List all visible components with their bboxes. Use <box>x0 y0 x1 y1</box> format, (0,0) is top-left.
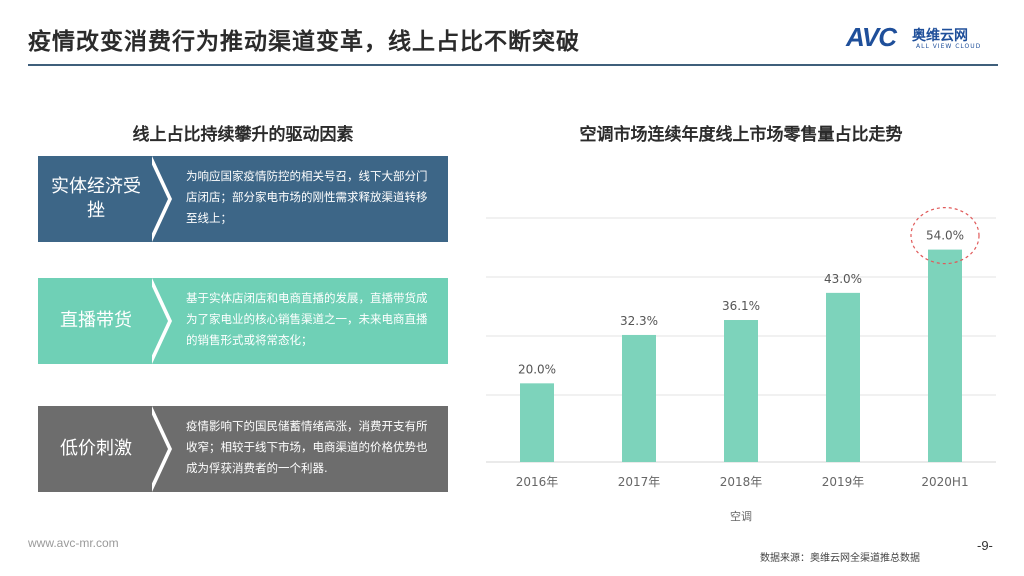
data-source-note: 数据来源：奥维云网全渠道推总数据 <box>760 553 920 564</box>
chevron-fill <box>148 156 168 242</box>
x-tick-label: 2017年 <box>618 475 661 489</box>
bar <box>724 320 758 462</box>
footer-url: www.avc-mr.com <box>28 536 119 550</box>
x-tick-label: 2019年 <box>822 475 865 489</box>
bar <box>826 292 860 462</box>
driver-card-text: 疫情影响下的国民储蓄情绪高涨，消费开支有所收窄；相较于线下市场，电商渠道的价格优… <box>186 419 428 475</box>
highlight-circle <box>910 206 980 265</box>
driver-card-label: 直播带货 <box>60 310 132 331</box>
logo-chinese-name: 奥维云网 <box>912 28 968 44</box>
driver-card-text: 基于实体店闭店和电商直播的发展，直播带货成为了家电业的核心销售渠道之一，未来电商… <box>186 291 428 347</box>
logo-mark: AVC <box>846 22 897 52</box>
drivers-heading: 线上占比持续攀升的驱动因素 <box>132 125 354 145</box>
chart-title: 空调市场连续年度线上市场零售量占比走势 <box>579 125 903 145</box>
data-label: 54.0% <box>926 229 964 243</box>
data-label: 36.1% <box>722 299 760 313</box>
logo-english-name: ALL VIEW CLOUD <box>916 43 982 50</box>
page-number: -9- <box>977 538 993 553</box>
bar <box>622 334 656 462</box>
x-tick-label: 2018年 <box>720 475 763 489</box>
data-label: 43.0% <box>824 272 862 286</box>
driver-card-label: 实体经济受挫 <box>51 176 141 221</box>
bar <box>520 383 554 462</box>
driver-card-low-price: 低价刺激 疫情影响下的国民储蓄情绪高涨，消费开支有所收窄；相较于线下市场，电商渠… <box>38 406 448 492</box>
data-label: 32.3% <box>620 314 658 328</box>
data-label: 20.0% <box>518 362 556 376</box>
bar <box>928 249 962 462</box>
x-axis-label: 空调 <box>730 509 752 523</box>
chevron-fill <box>148 278 168 364</box>
x-tick-label: 2020H1 <box>921 475 968 489</box>
chevron-fill <box>148 406 168 492</box>
driver-card-economy: 实体经济受挫 为响应国家疫情防控的相关号召，线下大部分门店闭店；部分家电市场的刚… <box>38 156 448 242</box>
online-share-bar-chart: 20.0% 2016年 32.3% 2017年 36.1% 2018年 43.0% 2019年… <box>486 206 996 523</box>
driver-card-label: 低价刺激 <box>60 438 132 459</box>
title-divider <box>28 64 998 66</box>
brand-logo: AVC 奥维云网 ALL VIEW CLOUD <box>846 22 1006 56</box>
driver-card-text: 为响应国家疫情防控的相关号召，线下大部分门店闭店；部分家电市场的刚性需求释放渠道… <box>186 169 428 225</box>
x-tick-label: 2016年 <box>516 475 559 489</box>
driver-card-livestream: 直播带货 基于实体店闭店和电商直播的发展，直播带货成为了家电业的核心销售渠道之一… <box>38 278 448 364</box>
page-title: 疫情改变消费行为推动渠道变革，线上占比不断突破 <box>28 29 580 55</box>
